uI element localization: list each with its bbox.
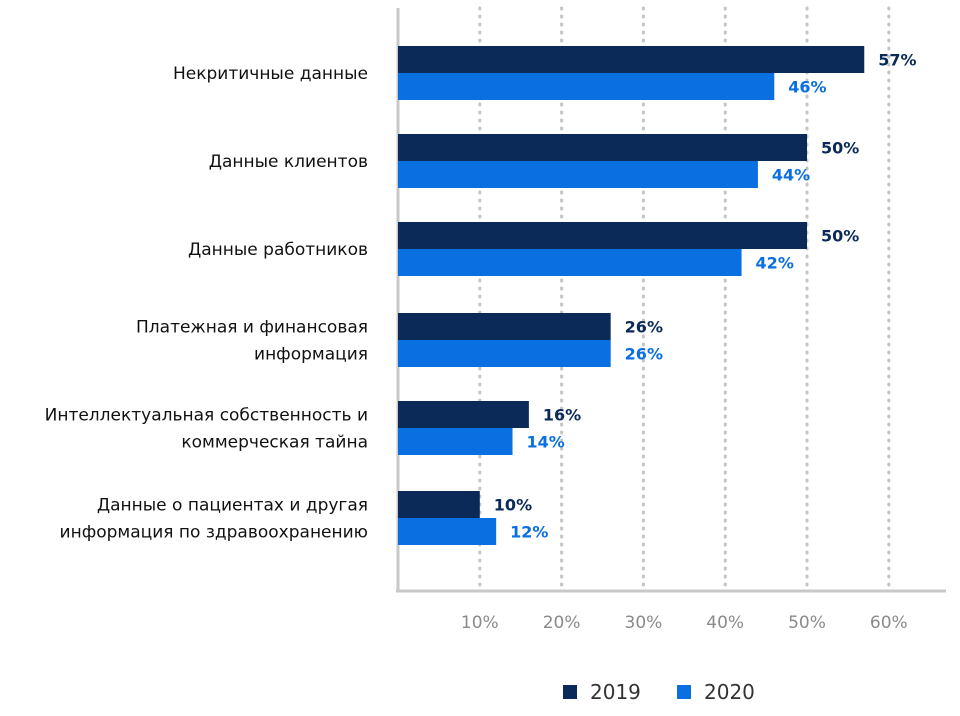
- bar-2020-1: [398, 161, 758, 188]
- bar-2020-5: [398, 518, 497, 545]
- bar-2019-4: [398, 401, 529, 428]
- x-tick-label-40: 40%: [706, 613, 744, 633]
- bar-2019-1: [398, 134, 807, 161]
- value-label-2020-0: 46%: [788, 78, 826, 97]
- value-label-2020-2: 42%: [756, 254, 794, 273]
- gridlines: [478, 6, 891, 592]
- x-tick-label-60: 60%: [870, 613, 908, 633]
- value-label-2019-4: 16%: [543, 406, 581, 425]
- bar-2019-3: [398, 313, 611, 340]
- x-tick-label-10: 10%: [461, 613, 499, 633]
- legend-label-2020: 2020: [704, 680, 755, 704]
- value-label-2020-4: 14%: [527, 433, 565, 452]
- legend-label-2019: 2019: [590, 680, 641, 704]
- x-tick-label-20: 20%: [543, 613, 581, 633]
- value-label-2019-2: 50%: [821, 227, 859, 246]
- x-tick-labels: 10% 20% 30% 40% 50% 60%: [461, 613, 908, 633]
- legend-swatch-2020: [677, 685, 691, 699]
- category-label-3-1: информация: [254, 345, 368, 365]
- value-label-2020-3: 26%: [625, 345, 663, 364]
- x-tick-label-30: 30%: [625, 613, 663, 633]
- category-label-5-1: информация по здравоохранению: [60, 523, 368, 543]
- value-label-2019-3: 26%: [625, 318, 663, 337]
- category-label-5-0: Данные о пациентах и другая: [97, 496, 368, 516]
- bar-2020-4: [398, 428, 513, 455]
- bar-2019-0: [398, 46, 865, 73]
- category-label-0-0: Некритичные данные: [173, 64, 368, 84]
- category-label-1-0: Данные клиентов: [209, 152, 368, 172]
- bar-2020-2: [398, 249, 742, 276]
- value-label-2020-1: 44%: [772, 166, 810, 185]
- bar-2020-0: [398, 73, 775, 100]
- x-tick-label-50: 50%: [788, 613, 826, 633]
- category-label-3-0: Платежная и финансовая: [136, 318, 368, 338]
- legend: 2019 2020: [563, 680, 755, 704]
- category-labels: Некритичные данные Данные клиентов Данные …: [45, 64, 368, 543]
- bar-2019-5: [398, 491, 480, 518]
- value-labels: 57% 50% 50% 26% 16% 10% 46% 44% 42% 26% 14% 12%: [494, 51, 917, 542]
- value-label-2019-5: 10%: [494, 496, 532, 515]
- bar-2019-2: [398, 222, 807, 249]
- legend-swatch-2019: [563, 685, 577, 699]
- category-label-4-1: коммерческая тайна: [181, 433, 368, 453]
- value-label-2019-0: 57%: [878, 51, 916, 70]
- bars: [398, 46, 865, 545]
- bar-2020-3: [398, 340, 611, 367]
- category-label-2-0: Данные работников: [188, 240, 368, 260]
- value-label-2020-5: 12%: [510, 523, 548, 542]
- category-label-4-0: Интеллектуальная собственность и: [45, 406, 368, 426]
- value-label-2019-1: 50%: [821, 139, 859, 158]
